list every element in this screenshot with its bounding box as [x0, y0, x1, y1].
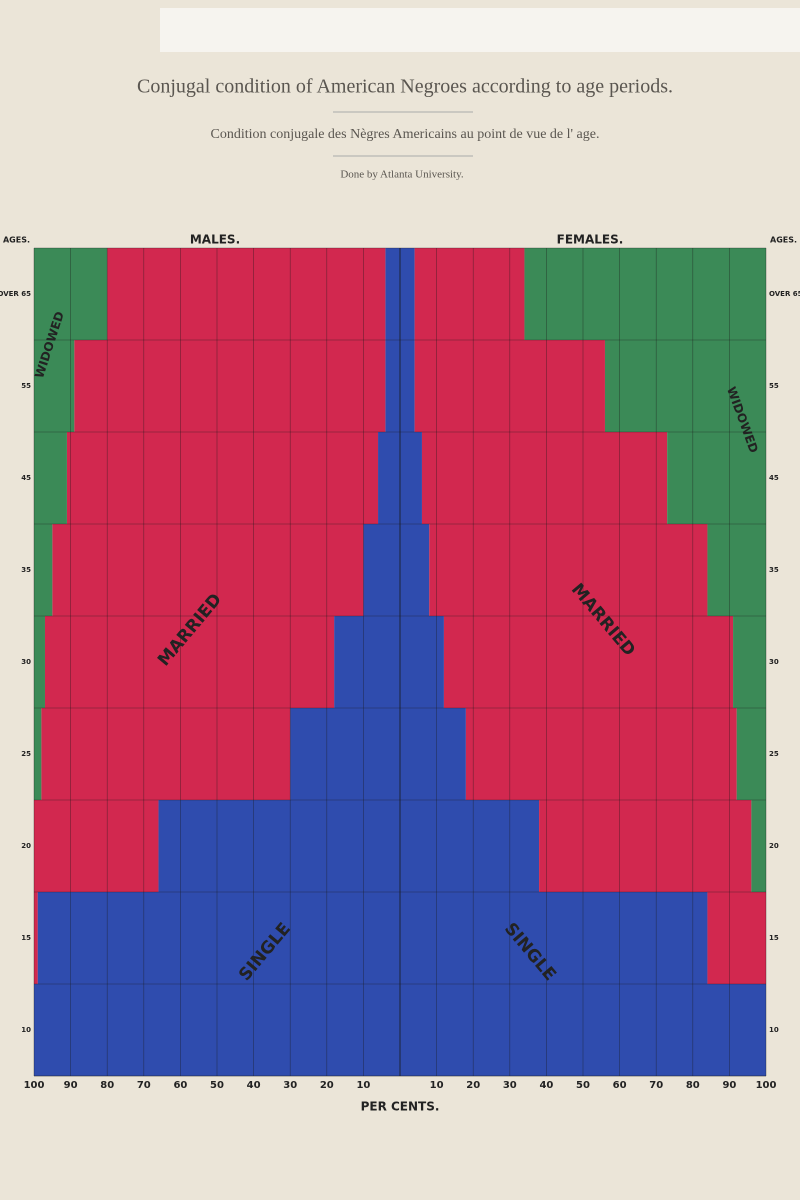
bar-segment: [421, 432, 668, 524]
bar-segment: [667, 432, 766, 524]
y-tick-label: 45: [769, 474, 779, 482]
bar-segment: [751, 800, 766, 892]
bar-segment: [429, 524, 708, 616]
y-tick-label: 20: [769, 842, 779, 850]
bar-segment: [465, 708, 737, 800]
bar-segment: [34, 708, 42, 800]
bar-segment: [707, 524, 766, 616]
paper-edge: [160, 8, 800, 52]
bar-segment: [400, 800, 540, 892]
bar-segment: [707, 892, 766, 984]
x-tick-label: 20: [320, 1080, 334, 1091]
y-tick-label: 20: [21, 842, 31, 850]
bar-segment: [524, 248, 766, 340]
bar-segment: [44, 616, 335, 708]
bar-segment: [443, 616, 734, 708]
bar-segment: [736, 708, 766, 800]
bar-segment: [52, 524, 364, 616]
x-tick-label: 30: [283, 1080, 297, 1091]
y-tick-label: 25: [21, 750, 31, 758]
y-tick-label: 15: [769, 934, 779, 942]
bar-segment: [604, 340, 766, 432]
bar-segment: [34, 432, 67, 524]
bar-segment: [107, 248, 386, 340]
bar-segment: [34, 892, 38, 984]
y-tick-label: 45: [21, 474, 31, 482]
x-tick-label: 90: [722, 1080, 736, 1091]
bar-segment: [400, 708, 466, 800]
x-tick-label: 70: [649, 1080, 663, 1091]
bar-segment: [733, 616, 766, 708]
y-tick-label: 35: [769, 566, 779, 574]
chart-note: Done by Atlanta University.: [340, 169, 464, 181]
y-tick-label: 35: [21, 566, 31, 574]
y-tick-label: 55: [769, 382, 779, 390]
x-tick-label: 10: [356, 1080, 370, 1091]
chart-subtitle: Condition conjugale des Nègres Americain…: [211, 127, 600, 142]
bar-segment: [363, 524, 400, 616]
bar-segment: [290, 708, 400, 800]
bar-segment: [400, 248, 415, 340]
x-tick-label: 100: [756, 1080, 777, 1091]
panel-title: MALES.: [190, 233, 240, 247]
x-tick-label: 20: [466, 1080, 480, 1091]
bar-segment: [41, 708, 291, 800]
bar-segment: [400, 616, 444, 708]
bar-segment: [34, 616, 45, 708]
bar-segment: [385, 340, 400, 432]
x-tick-label: 50: [210, 1080, 224, 1091]
bar-segment: [34, 340, 75, 432]
chart-title: Conjugal condition of American Negroes a…: [137, 76, 673, 98]
x-tick-label: 30: [503, 1080, 517, 1091]
bar-segment: [66, 432, 379, 524]
y-tick-label: OVER 65: [769, 290, 800, 298]
x-tick-label: 80: [100, 1080, 114, 1091]
bar-segment: [34, 524, 53, 616]
x-tick-label: 60: [173, 1080, 187, 1091]
x-tick-label: 50: [576, 1080, 590, 1091]
y-tick-label: 10: [21, 1026, 31, 1034]
y-tick-label: 30: [769, 658, 779, 666]
y-tick-label: OVER 65: [0, 290, 31, 298]
bar-segment: [74, 340, 386, 432]
bar-segment: [34, 800, 159, 892]
bar-segment: [400, 524, 430, 616]
y-axis-label: AGES.: [770, 236, 797, 245]
bar-segment: [414, 248, 525, 340]
x-tick-label: 70: [137, 1080, 151, 1091]
bar-segment: [334, 616, 400, 708]
bar-segment: [378, 432, 400, 524]
bar-segment: [400, 340, 415, 432]
y-tick-label: 55: [21, 382, 31, 390]
y-tick-label: 15: [21, 934, 31, 942]
x-tick-label: 40: [539, 1080, 553, 1091]
bar-segment: [385, 248, 400, 340]
x-tick-label: 80: [686, 1080, 700, 1091]
x-axis-label: PER CENTS.: [361, 1100, 440, 1114]
y-tick-label: 25: [769, 750, 779, 758]
x-tick-label: 90: [64, 1080, 78, 1091]
x-tick-label: 10: [430, 1080, 444, 1091]
bar-segment: [539, 800, 752, 892]
y-tick-label: 10: [769, 1026, 779, 1034]
bar-segment: [400, 432, 422, 524]
x-tick-label: 40: [247, 1080, 261, 1091]
y-axis-label: AGES.: [3, 236, 30, 245]
panel-title: FEMALES.: [557, 233, 624, 247]
x-tick-label: 60: [613, 1080, 627, 1091]
bar-segment: [37, 892, 400, 984]
x-tick-label: 100: [24, 1080, 45, 1091]
y-tick-label: 30: [21, 658, 31, 666]
bar-segment: [158, 800, 400, 892]
